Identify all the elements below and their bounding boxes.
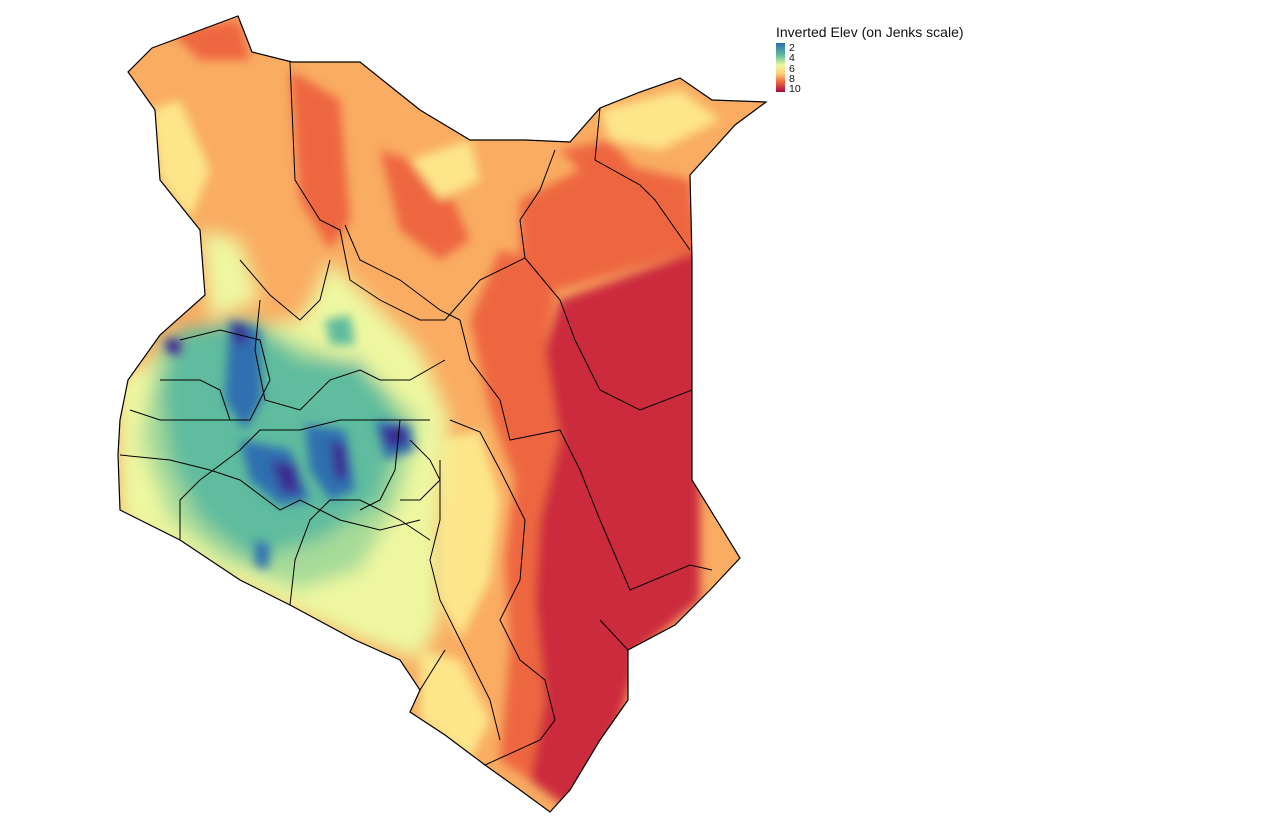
legend-tick-label: 6 bbox=[789, 62, 795, 75]
legend-tick-label: 10 bbox=[789, 83, 801, 95]
legend-tick-label: 2 bbox=[789, 42, 795, 54]
legend-tick-label: 4 bbox=[789, 52, 795, 65]
legend-colorbar bbox=[776, 43, 785, 92]
legend-tick-label: 8 bbox=[789, 72, 795, 85]
legend-title: Inverted Elev (on Jenks scale) bbox=[776, 24, 964, 40]
